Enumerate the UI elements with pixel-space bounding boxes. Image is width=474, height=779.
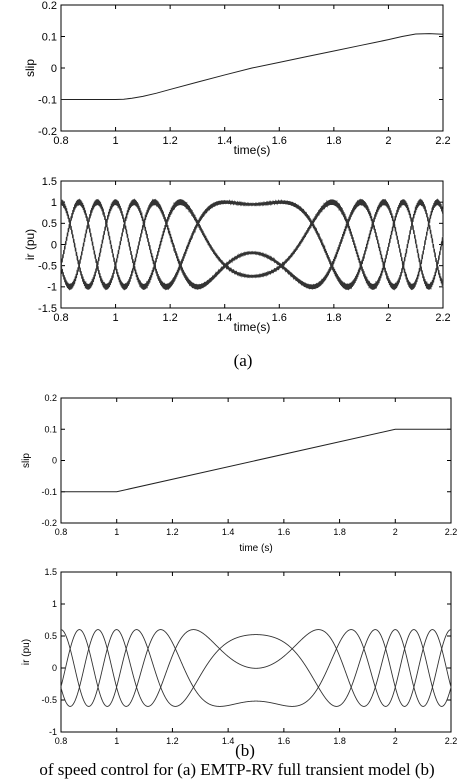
x-tick-label: 0.8 bbox=[53, 312, 68, 324]
x-tick-label: 1.2 bbox=[162, 135, 177, 147]
slip-series-line bbox=[61, 33, 444, 100]
x-tick-label: 2 bbox=[393, 527, 398, 537]
y-tick-label: 0 bbox=[51, 63, 57, 75]
x-tick-label: 1.8 bbox=[326, 312, 341, 324]
x-tick-label: 1 bbox=[113, 135, 119, 147]
x-tick-label: 1.2 bbox=[166, 527, 179, 537]
rotor-current-phase-3 bbox=[60, 629, 452, 707]
slip-series-line bbox=[61, 428, 451, 493]
y-tick-label: -0.2 bbox=[38, 126, 57, 138]
y-axis-label: slip bbox=[23, 59, 37, 77]
y-tick-label: 0.1 bbox=[42, 31, 57, 43]
y-tick-label: -1 bbox=[49, 727, 57, 737]
y-axis-label: ir (pu) bbox=[21, 639, 32, 665]
x-tick-label: 0.8 bbox=[55, 527, 68, 537]
panel-b-slip-axes: 0.8 1 1.2 1.4 1.6 1.8 2 2.2 -0.2 -0.1 0 0.1 0.2 time … bbox=[21, 393, 457, 554]
y-tick-label: 0.5 bbox=[44, 631, 57, 641]
x-tick-label: 1.2 bbox=[162, 312, 177, 324]
panel-label-b: (b) bbox=[235, 741, 255, 760]
y-axis-label: slip bbox=[21, 453, 32, 468]
y-tick-label: 0.2 bbox=[44, 393, 57, 403]
y-tick-label: -1.5 bbox=[38, 303, 57, 315]
x-tick-label: 1.4 bbox=[222, 527, 235, 537]
y-tick-label: 0 bbox=[52, 456, 57, 466]
x-tick-label: 2.2 bbox=[445, 736, 458, 746]
y-axis-label: ir (pu) bbox=[23, 229, 37, 260]
x-tick-label: 1.8 bbox=[333, 527, 346, 537]
x-tick-label: 2 bbox=[385, 312, 391, 324]
y-tick-label: 0.2 bbox=[42, 0, 57, 12]
x-tick-label: 1.4 bbox=[217, 135, 232, 147]
y-tick-label: -0.2 bbox=[41, 518, 57, 528]
y-tick-label: -0.5 bbox=[38, 261, 57, 273]
panel-a-current-axes: 0.8 1 1.2 1.4 1.6 1.8 2 2.2 -1.5 -1 -0.5 0 0.5 1 1.5 ti… bbox=[23, 176, 451, 334]
panel-b-current-axes: 0.8 1 1.2 1.4 1.6 1.8 2 2.2 -1 -0.5 0 0.5 1 1.5 ir (pu… bbox=[21, 567, 457, 746]
x-tick-label: 0.8 bbox=[55, 736, 68, 746]
y-tick-label: -0.1 bbox=[38, 94, 57, 106]
x-tick-label: 1.4 bbox=[217, 312, 232, 324]
panel-label-a: (a) bbox=[234, 351, 253, 370]
y-tick-label: -0.5 bbox=[41, 695, 57, 705]
y-tick-label: 0.1 bbox=[44, 424, 57, 434]
x-tick-label: 1.6 bbox=[272, 312, 287, 324]
y-tick-label: 0.5 bbox=[42, 218, 57, 230]
x-tick-label: 1.8 bbox=[326, 135, 341, 147]
x-tick-label: 2 bbox=[385, 135, 391, 147]
y-tick-label: 0 bbox=[52, 663, 57, 673]
x-tick-label: 2.2 bbox=[435, 312, 450, 324]
y-tick-label: 1 bbox=[51, 197, 57, 209]
panel-a-slip-axes: 0.8 1 1.2 1.4 1.6 1.8 2 2.2 -0.2 -0.1 0 0.1 0.2 time(… bbox=[23, 0, 451, 157]
x-tick-label: 0.8 bbox=[53, 135, 68, 147]
x-tick-label: 2.2 bbox=[435, 135, 450, 147]
x-tick-label: 1.4 bbox=[222, 736, 235, 746]
x-tick-label: 1 bbox=[113, 312, 119, 324]
x-tick-label: 1.6 bbox=[272, 135, 287, 147]
y-tick-label: 0 bbox=[51, 239, 57, 251]
y-tick-label: 1 bbox=[52, 599, 57, 609]
y-tick-label: -1 bbox=[47, 282, 57, 294]
y-tick-label: 1.5 bbox=[44, 567, 57, 577]
x-tick-label: 1.2 bbox=[166, 736, 179, 746]
x-tick-label: 1.6 bbox=[278, 527, 291, 537]
x-tick-label: 1 bbox=[114, 527, 119, 537]
x-tick-label: 2 bbox=[393, 736, 398, 746]
plot-frame bbox=[60, 571, 452, 733]
rotor-current-phase-2 bbox=[60, 629, 452, 707]
x-axis-label: time (s) bbox=[239, 543, 272, 554]
x-axis-label: time(s) bbox=[234, 143, 271, 157]
rotor-current-phase-2 bbox=[60, 198, 444, 291]
figure-caption: of speed control for (a) EMTP-RV full tr… bbox=[39, 760, 434, 779]
rotor-current-phase-1 bbox=[60, 629, 451, 707]
rotor-current-phase-3 bbox=[60, 198, 444, 291]
x-tick-label: 2.2 bbox=[445, 527, 458, 537]
y-tick-label: -0.1 bbox=[41, 487, 57, 497]
x-tick-label: 1 bbox=[114, 736, 119, 746]
y-tick-label: 1.5 bbox=[42, 176, 57, 188]
x-axis-label: time(s) bbox=[234, 320, 271, 334]
x-tick-label: 1.6 bbox=[278, 736, 291, 746]
x-tick-label: 1.8 bbox=[333, 736, 346, 746]
